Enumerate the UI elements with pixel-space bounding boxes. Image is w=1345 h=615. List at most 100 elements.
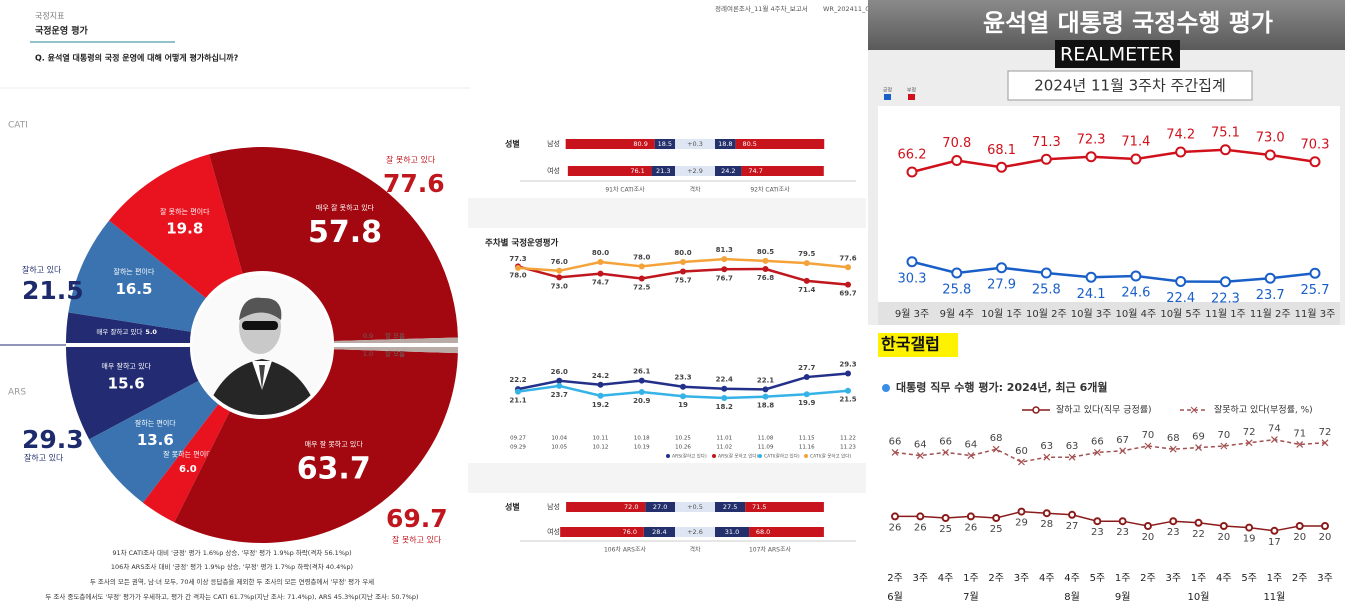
data-label: 19 [1243, 534, 1256, 545]
data-label: 23.7 [551, 391, 568, 399]
series-line [895, 510, 1325, 532]
column-label: 106차 ARS조사 [604, 546, 646, 554]
data-label: 68.1 [987, 143, 1016, 158]
data-label: 27 [1066, 521, 1079, 532]
data-label: 25.8 [1032, 283, 1061, 298]
highlight [878, 333, 958, 357]
donut-segment [333, 337, 458, 343]
marker [1040, 267, 1052, 279]
bar [745, 502, 824, 512]
note: 두 조사 중도층에서도 '부정' 평가가 우세하고, 평가 간 격차는 CATI… [45, 592, 418, 601]
data-label: 27.7 [798, 364, 815, 372]
bar [654, 139, 675, 149]
segment-value: 63.7 [297, 452, 371, 487]
marker [891, 448, 899, 456]
marker [1220, 442, 1228, 450]
legend-marker [1032, 406, 1040, 414]
legend-label: ARS(잘하고 있다) [672, 453, 707, 460]
x-tick-label: 5주 [1241, 573, 1257, 584]
photo-tie [259, 365, 265, 390]
data-label: 25.7 [1301, 283, 1330, 298]
data-label: 78.0 [633, 253, 650, 261]
x-tick-label: 1주 [1115, 573, 1131, 584]
marker [556, 377, 563, 384]
marker [951, 155, 963, 166]
x-tick-label: 9월 3주 [895, 308, 929, 320]
x-tick-label: 4주 [1064, 573, 1080, 584]
data-label: 64 [965, 440, 978, 451]
data-label: 71.3 [1032, 135, 1061, 150]
gap-label: +2.6 [687, 528, 703, 536]
marker [1309, 267, 1321, 279]
x-tick-label: 11.01 [716, 436, 732, 442]
bullet [882, 384, 890, 392]
marker [1194, 518, 1203, 527]
marker [597, 392, 604, 399]
segment-value: 5.0 [145, 328, 157, 336]
column-label: 91차 CATI조사 [605, 186, 645, 194]
x-tick-label: 11.02 [716, 445, 732, 451]
data-label: 17 [1268, 537, 1281, 548]
data-label: 24.1 [1077, 287, 1106, 302]
bar [645, 502, 675, 512]
series-line [911, 260, 1316, 284]
data-label: 66 [889, 436, 902, 447]
marker [951, 267, 963, 279]
x-tick-label: 2주 [1140, 573, 1156, 584]
marker [1118, 517, 1127, 526]
marker [916, 452, 924, 460]
marker [1143, 522, 1152, 530]
data-label: 76.8 [757, 274, 774, 282]
data-label: 29 [1015, 518, 1028, 529]
chart-title: 성별 [505, 502, 520, 512]
data-label: 26 [965, 522, 978, 533]
data-label: 22.3 [1211, 291, 1240, 306]
x-tick-label: 10월 3주 [1071, 308, 1112, 320]
note: 91차 CATI조사 대비 '긍정' 평가 1.6%p 상승, '부정' 평가 … [112, 548, 351, 557]
data-label: 70 [1217, 430, 1230, 441]
legend-marker [1190, 406, 1198, 414]
data-label: 75.7 [674, 276, 691, 284]
marker [721, 256, 728, 263]
data-label: 78.0 [509, 271, 526, 279]
marker [803, 260, 810, 267]
marker [803, 277, 810, 284]
x-tick-label: 10.25 [675, 436, 691, 442]
data-label: 71.4 [1121, 135, 1150, 150]
source: 한국갤럽 [881, 335, 940, 354]
question: Q. 윤석열 대통령의 국정 운영에 대해 어떻게 평가하십니까? [35, 53, 239, 63]
data-label: 27.9 [987, 277, 1016, 292]
x-tick-label: 09.29 [510, 445, 526, 451]
chart-title: 대통령 직무 수행 평가: 2024년, 최근 6개월 [896, 380, 1108, 394]
marker [1093, 517, 1102, 526]
data-label: 23.3 [674, 374, 691, 382]
data-label: 19 [678, 401, 688, 409]
x-tick-label: 3주 [913, 573, 929, 584]
data-label: 71.4 [798, 286, 815, 294]
marker [597, 259, 604, 265]
data-label: 72 [1243, 427, 1256, 438]
chart-subtitle: 2024년 11월 3주차 주간집계 [1034, 77, 1226, 95]
x-tick-label: 10월 2주 [1026, 308, 1067, 320]
marker [556, 382, 563, 389]
gap-cell [675, 502, 715, 512]
data-label: 81.3 [716, 246, 733, 254]
month-label: 7월 [963, 591, 979, 603]
total-label: 잘하고 있다 [24, 453, 64, 463]
donut-segment [89, 380, 219, 503]
note: 두 조사의 모든 권역, 남·녀 모두, 70세 이상 응답층을 제외한 두 조… [90, 577, 374, 586]
legend-label: CATI(잘하고 있다) [764, 453, 800, 460]
column-label: 107차 ARS조사 [749, 546, 791, 554]
x-tick-label: 11.22 [840, 436, 856, 442]
bar [715, 166, 742, 176]
data-label: 28 [1040, 519, 1053, 530]
month-label: 9월 [1115, 591, 1131, 603]
x-tick-label: 10.12 [593, 445, 609, 451]
marker [1245, 523, 1254, 532]
marker [515, 388, 521, 395]
marker [1309, 156, 1321, 168]
marker [803, 374, 810, 381]
marker [762, 266, 769, 273]
data-label: 25 [939, 524, 952, 535]
data-label: 23 [1167, 527, 1180, 538]
